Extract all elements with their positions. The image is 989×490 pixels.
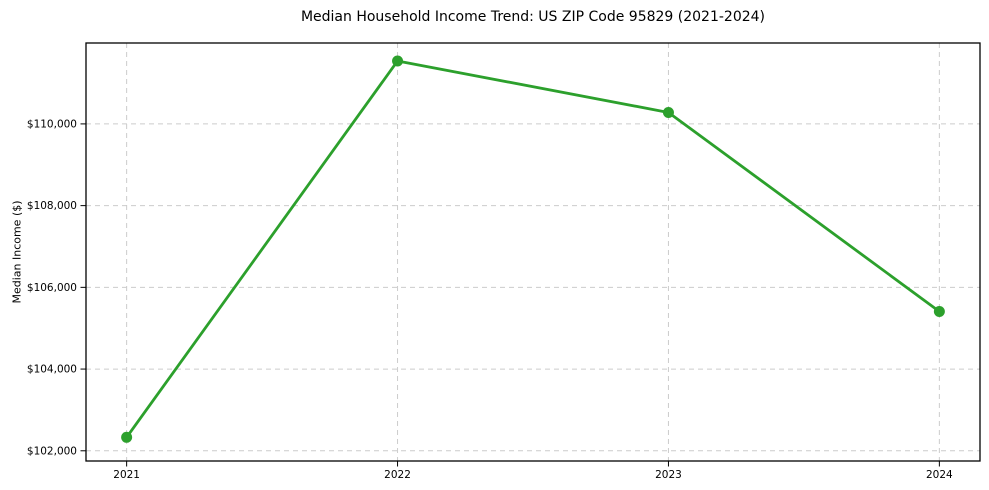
data-point-marker — [662, 106, 674, 118]
y-tick-label: $108,000 — [27, 200, 77, 212]
y-tick-label: $102,000 — [27, 445, 77, 457]
plot-frame — [85, 42, 981, 462]
data-point-marker — [392, 55, 404, 67]
data-point-marker — [933, 305, 945, 317]
data-point-marker — [121, 431, 133, 443]
x-tick-label: 2023 — [655, 469, 682, 481]
chart-title: Median Household Income Trend: US ZIP Co… — [300, 9, 766, 25]
x-tick-label: 2021 — [113, 469, 140, 481]
y-tick-label: $110,000 — [27, 118, 77, 130]
x-tick-label: 2022 — [384, 469, 411, 481]
x-tick-label: 2024 — [926, 469, 953, 481]
y-tick-label: $104,000 — [27, 364, 77, 376]
income-trend-line — [125, 59, 941, 439]
y-tick-label: $106,000 — [27, 282, 77, 294]
